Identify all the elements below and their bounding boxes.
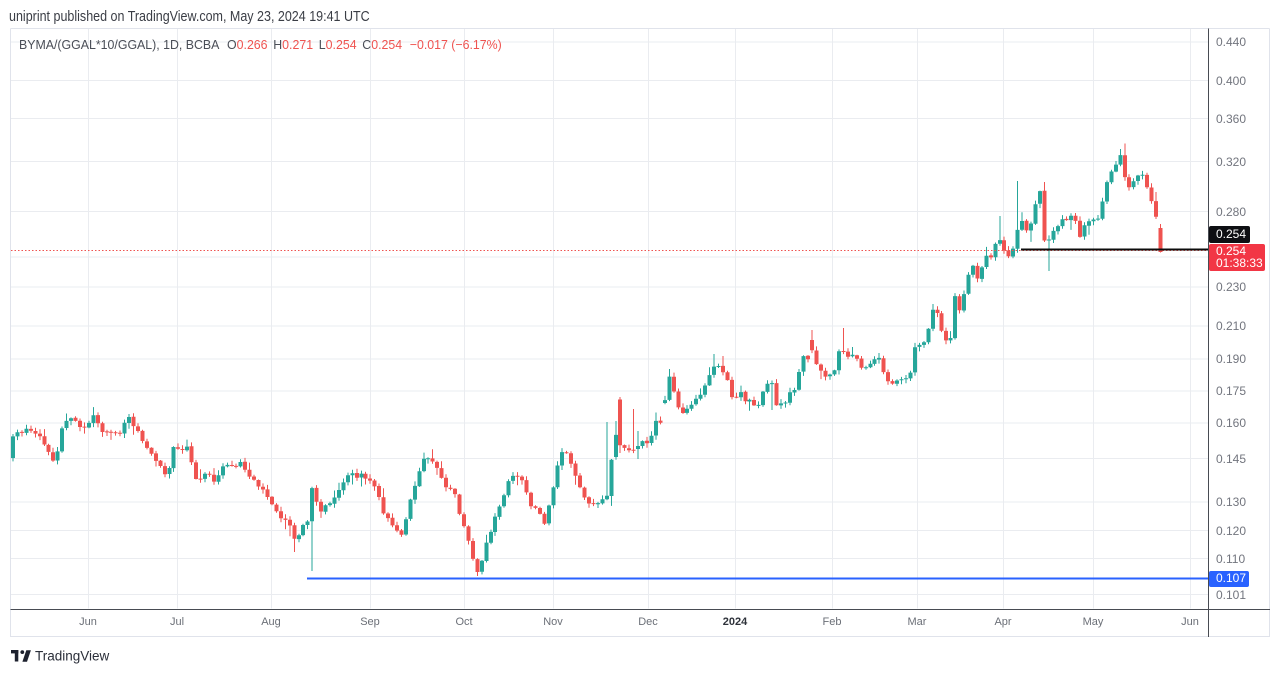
svg-text:TradingView: TradingView [35, 649, 110, 664]
